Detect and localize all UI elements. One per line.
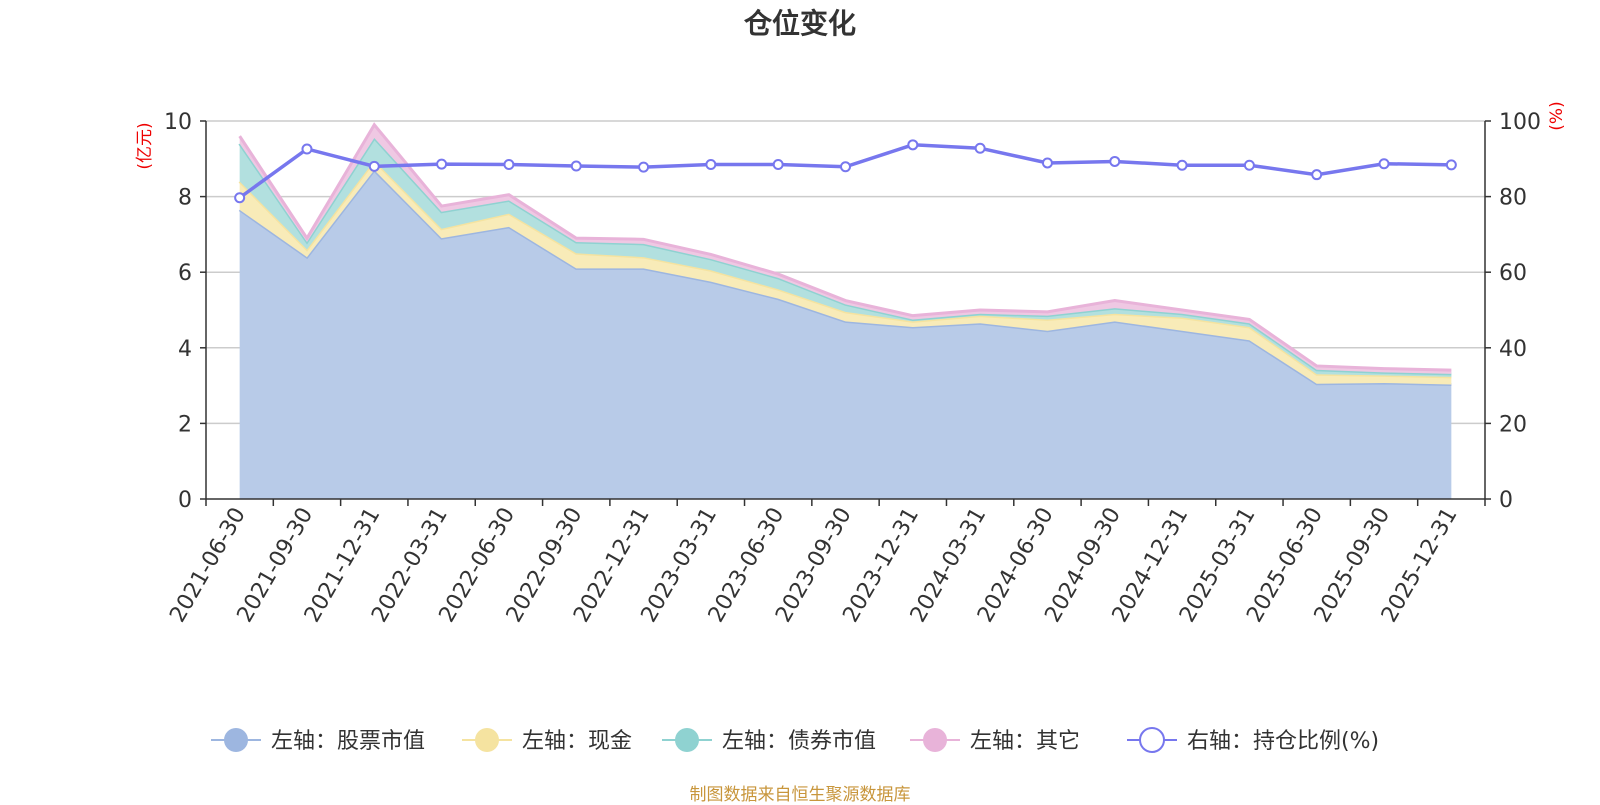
area-series-1 [239,170,1452,499]
legend-item-2[interactable]: 左轴：现金 [462,728,632,754]
line-series-point [1041,157,1053,169]
y-right-axis-label: (%) [1547,101,1567,130]
legend-label: 左轴：债券市值 [722,729,876,754]
legend-marker [224,728,248,752]
line-series-point [1445,159,1457,171]
y-right-tick-label: 100 [1499,110,1541,135]
y-left-tick-label: 6 [178,261,192,286]
legend-item-3[interactable]: 左轴：债券市值 [662,728,876,754]
area-series-group [238,122,1452,499]
legend-marker [475,728,499,752]
line-series-group [234,139,1457,204]
legend-marker [1139,727,1165,753]
legend-label: 左轴：股票市值 [271,729,425,754]
y-left-tick-label: 2 [178,412,192,437]
line-series-point [772,158,784,170]
y-right-tick-label: 20 [1499,412,1527,437]
legend[interactable]: 左轴：股票市值 左轴：现金 左轴：债券市值 左轴：其它 右轴：持仓比例(%) [211,727,1379,754]
legend-item-4[interactable]: 左轴：其它 [910,728,1080,754]
legend-item-1[interactable]: 左轴：股票市值 [211,728,425,754]
line-series-point [1311,169,1323,181]
y-left-tick-label: 0 [178,488,192,513]
line-series-point [840,161,851,173]
legend-label: 左轴：现金 [522,729,632,754]
area-series-2 [239,160,1452,385]
line-series-point [368,160,380,172]
y-left-tick-label: 4 [178,337,192,362]
y-right-tick-label: 60 [1499,261,1527,286]
source-note: 制图数据来自恒生聚源数据库 [689,785,911,805]
line-series-point [503,158,515,170]
y-right-tick-label: 80 [1499,186,1527,211]
legend-marker [675,728,699,752]
y-right-tick-label: 40 [1499,337,1527,362]
line-series-point [705,158,717,170]
area-series-4-edge [238,122,1452,372]
legend-label: 左轴：其它 [970,729,1080,754]
y-left-tick-label: 8 [178,186,192,211]
line-series-point [436,158,448,170]
y-right-tick-label: 0 [1499,488,1513,513]
chart-title: 仓位变化 [743,7,856,40]
line-series-point [570,160,582,172]
y-left-axis-label: (亿元) [135,122,155,169]
line-series-point [1176,159,1188,171]
legend-item-5[interactable]: 右轴：持仓比例(%) [1127,727,1379,754]
line-series-point [974,142,986,154]
line-series-point [1109,155,1121,167]
line-series-point [638,161,650,173]
line-series-point [301,143,313,155]
line-series-point [1378,158,1390,170]
legend-label: 右轴：持仓比例(%) [1187,729,1379,754]
line-series-point [907,139,919,151]
legend-marker [923,728,947,752]
line-series-point [234,192,246,204]
y-left-tick-label: 10 [164,110,192,135]
line-series-point [1243,159,1255,171]
